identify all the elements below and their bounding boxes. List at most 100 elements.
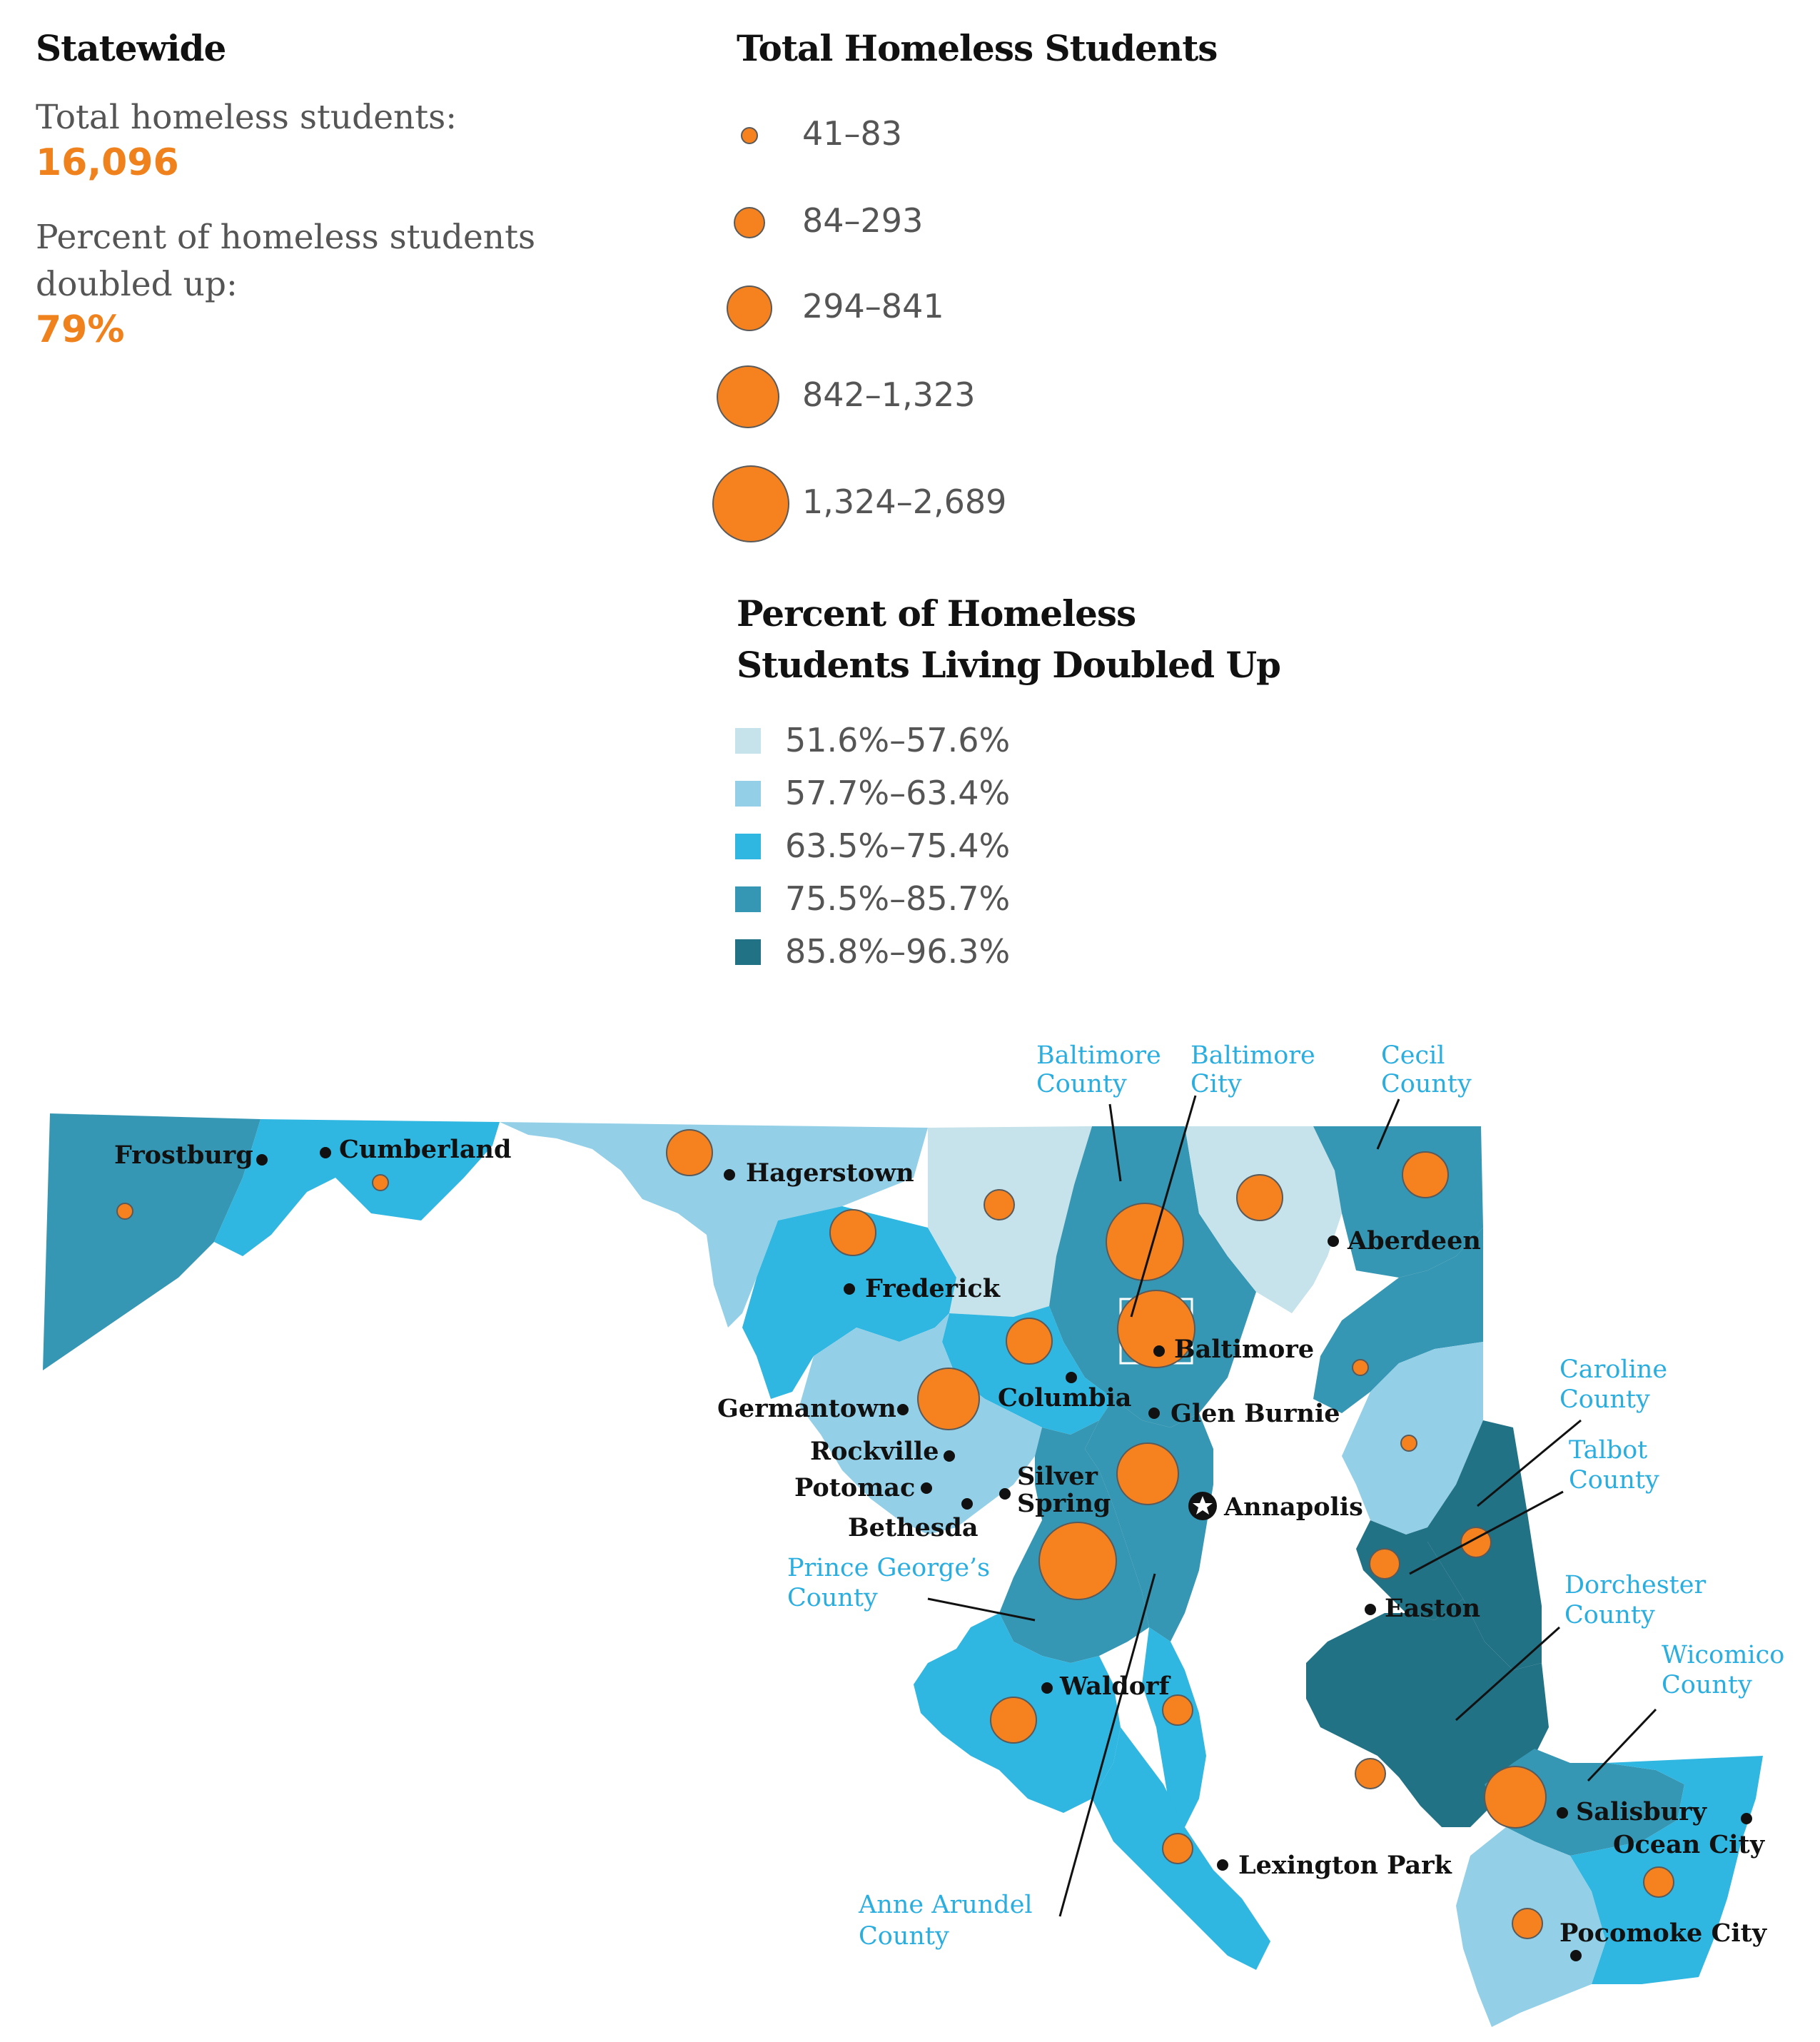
city-label-silver: Silver xyxy=(1017,1462,1098,1491)
county-montgomery xyxy=(799,1313,1042,1535)
city-dot xyxy=(844,1283,855,1295)
marker-talbot xyxy=(1369,1548,1400,1579)
county-washington xyxy=(500,1122,928,1328)
city-label-frostburg: Frostburg xyxy=(114,1141,253,1170)
color-swatch xyxy=(735,728,761,754)
color-legend-label: 85.8%–96.3% xyxy=(785,932,1011,971)
county-label-line1: Talbot xyxy=(1569,1436,1647,1465)
city-label-cumberland: Cumberland xyxy=(339,1135,511,1164)
county-label-line1: Prince George’s xyxy=(787,1554,990,1582)
county-anne-arundel xyxy=(1085,1399,1213,1642)
county-label-line2: County xyxy=(787,1584,878,1612)
city-dot xyxy=(1041,1682,1053,1694)
student-markers xyxy=(116,1129,1674,1939)
marker-howard xyxy=(1006,1318,1053,1365)
city-dot xyxy=(256,1154,268,1166)
doubled-label-line2: doubled up: xyxy=(36,265,238,304)
city-dots xyxy=(256,1147,1752,1961)
county-label-line1: Cecil xyxy=(1381,1041,1445,1070)
county-label-line1: Anne Arundel xyxy=(858,1891,1033,1919)
doubled-value: 79% xyxy=(36,308,125,351)
city-dot xyxy=(999,1488,1011,1500)
callout-line xyxy=(1455,1626,1561,1722)
marker-cecil xyxy=(1402,1151,1449,1198)
county-label-line1: Caroline xyxy=(1559,1355,1667,1384)
city-label-aberdeen: Aberdeen xyxy=(1347,1226,1481,1255)
marker-anne-arundel xyxy=(1116,1442,1179,1505)
county-label-line2: County xyxy=(859,1922,949,1951)
size-legend-label: 84–293 xyxy=(802,201,924,240)
city-label-rockville: Rockville xyxy=(810,1437,939,1466)
city-label-potomac: Potomac xyxy=(794,1473,915,1502)
maryland-map: Frostburg Cumberland Hagerstown Frederic… xyxy=(43,1041,1784,2027)
county-label-line1: Baltimore xyxy=(1036,1041,1161,1070)
city-label-spring: Spring xyxy=(1017,1489,1111,1518)
city-label-frederick: Frederick xyxy=(865,1274,1001,1303)
city-dot xyxy=(724,1169,735,1181)
color-swatch xyxy=(735,834,761,859)
city-dot xyxy=(1148,1407,1160,1419)
county-dorchester xyxy=(1306,1599,1549,1827)
city-label-lexington-park: Lexington Park xyxy=(1238,1851,1452,1880)
city-dot xyxy=(944,1450,955,1462)
marker-garrett xyxy=(116,1203,133,1220)
city-dot xyxy=(1557,1807,1568,1819)
city-label-waldorf: Waldorf xyxy=(1059,1672,1171,1701)
county-howard xyxy=(942,1306,1113,1435)
color-swatch xyxy=(735,781,761,807)
marker-harford xyxy=(1236,1174,1283,1221)
city-label-pocomoke-city: Pocomoke City xyxy=(1559,1919,1768,1948)
size-legend-dot xyxy=(717,365,779,428)
marker-st-marys xyxy=(1162,1833,1193,1864)
county-label-line2: County xyxy=(1564,1601,1655,1629)
size-legend-dot xyxy=(712,465,789,542)
city-dot xyxy=(1570,1950,1582,1961)
callout-line xyxy=(1108,1103,1122,1182)
county-label-line1: Wicomico xyxy=(1662,1641,1784,1669)
city-dot xyxy=(1365,1604,1376,1615)
county-allegany xyxy=(214,1119,500,1256)
marker-wicomico xyxy=(1484,1766,1547,1829)
color-legend-title-line1: Percent of Homeless xyxy=(737,592,1136,635)
marker-dorchester xyxy=(1355,1758,1386,1789)
capital-star-icon xyxy=(1188,1492,1217,1520)
city-label-salisbury: Salisbury xyxy=(1576,1797,1708,1826)
size-legend-dot xyxy=(734,207,765,238)
city-dot xyxy=(921,1482,932,1494)
marker-queen-annes xyxy=(1400,1435,1417,1452)
callout-line xyxy=(1130,1095,1197,1318)
size-legend-label: 294–841 xyxy=(802,287,944,325)
size-legend-label: 1,324–2,689 xyxy=(802,482,1007,521)
county-label-line2: County xyxy=(1569,1466,1659,1495)
doubled-label-line1: Percent of homeless students xyxy=(36,218,536,257)
city-dot xyxy=(1217,1859,1228,1871)
size-legend-dot xyxy=(727,285,772,331)
marker-charles xyxy=(990,1697,1037,1744)
city-dot xyxy=(897,1404,909,1415)
color-swatch xyxy=(735,886,761,912)
county-garrett xyxy=(43,1113,261,1370)
county-carroll xyxy=(928,1126,1092,1317)
marker-prince-georges xyxy=(1038,1522,1117,1600)
marker-montgomery xyxy=(917,1368,980,1430)
color-legend-label: 51.6%–57.6% xyxy=(785,721,1011,759)
callout-line xyxy=(1409,1490,1564,1575)
marker-frederick xyxy=(829,1209,876,1256)
county-talbot xyxy=(1356,1520,1463,1620)
marker-somerset xyxy=(1512,1908,1543,1939)
size-legend-title: Total Homeless Students xyxy=(737,27,1218,69)
city-dot xyxy=(320,1147,331,1158)
callout-line xyxy=(1587,1708,1657,1782)
city-label-germantown: Germantown xyxy=(717,1394,896,1423)
total-value: 16,096 xyxy=(36,141,179,184)
city-dot xyxy=(1066,1372,1077,1383)
city-label-bethesda: Bethesda xyxy=(848,1513,979,1542)
county-calvert xyxy=(1142,1627,1206,1827)
city-labels: Frostburg Cumberland Hagerstown Frederic… xyxy=(114,1135,1768,1948)
marker-baltimore-county xyxy=(1106,1203,1184,1281)
city-dot xyxy=(961,1498,973,1510)
city-label-ocean-city: Ocean City xyxy=(1613,1830,1766,1859)
marker-carroll xyxy=(984,1189,1015,1220)
color-legend-label: 63.5%–75.4% xyxy=(785,827,1011,865)
city-dot xyxy=(1741,1813,1752,1824)
